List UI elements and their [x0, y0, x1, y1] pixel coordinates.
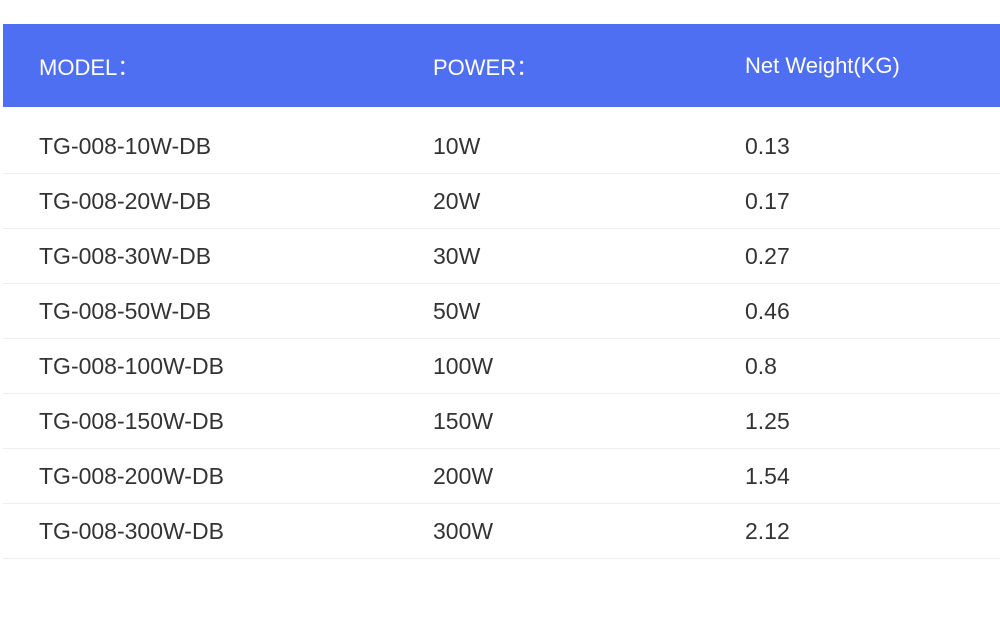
table-row: TG-008-100W-DB 100W 0.8: [3, 339, 1000, 394]
table-row: TG-008-150W-DB 150W 1.25: [3, 394, 1000, 449]
table-cell: TG-008-150W-DB: [39, 407, 224, 434]
table-cell: 30W: [433, 242, 481, 269]
table-cell: 200W: [433, 462, 494, 489]
table-cell: TG-008-10W-DB: [39, 132, 212, 159]
table-cell: 0.8: [745, 352, 777, 379]
table-cell: 20W: [433, 187, 481, 214]
table-body: TG-008-10W-DB 10W 0.13 TG-008-20W-DB 20W 0.17…: [3, 107, 1000, 559]
header-cell: Net Weight(KG): [745, 52, 900, 78]
table-cell: TG-008-200W-DB: [39, 462, 224, 489]
table-cell: 0.27: [745, 242, 790, 269]
table-cell: 0.17: [745, 187, 790, 214]
table-cell: 10W: [433, 132, 481, 159]
table-row: TG-008-300W-DB 300W 2.12: [3, 504, 1000, 559]
table-row: TG-008-200W-DB 200W 1.54: [3, 449, 1000, 504]
table-cell: 50W: [433, 297, 481, 324]
table: MODEL： POWER： Net Weight(KG) TG-008-10W-…: [3, 24, 1000, 559]
table-row: TG-008-30W-DB 30W 0.27: [3, 229, 1000, 284]
table-cell: 150W: [433, 407, 494, 434]
table-cell: TG-008-100W-DB: [39, 352, 224, 379]
table-row: TG-008-20W-DB 20W 0.17: [3, 174, 1000, 229]
table-row: TG-008-50W-DB 50W 0.46: [3, 284, 1000, 339]
table-cell: 0.13: [745, 132, 790, 159]
table-cell: 1.54: [745, 462, 790, 489]
header-cell: POWER：: [433, 54, 539, 80]
table-cell: 300W: [433, 517, 494, 544]
table-cell: 1.25: [745, 407, 790, 434]
table-cell: TG-008-50W-DB: [39, 297, 212, 324]
table-cell: 100W: [433, 352, 494, 379]
header-cell: MODEL：: [39, 54, 140, 80]
table-cell: TG-008-300W-DB: [39, 517, 224, 544]
table-header: MODEL： POWER： Net Weight(KG): [3, 24, 1000, 107]
table-cell: TG-008-20W-DB: [39, 187, 212, 214]
table-cell: TG-008-30W-DB: [39, 242, 212, 269]
table-row: TG-008-10W-DB 10W 0.13: [3, 119, 1000, 174]
table-cell: 0.46: [745, 297, 790, 324]
table-cell: 2.12: [745, 517, 790, 544]
